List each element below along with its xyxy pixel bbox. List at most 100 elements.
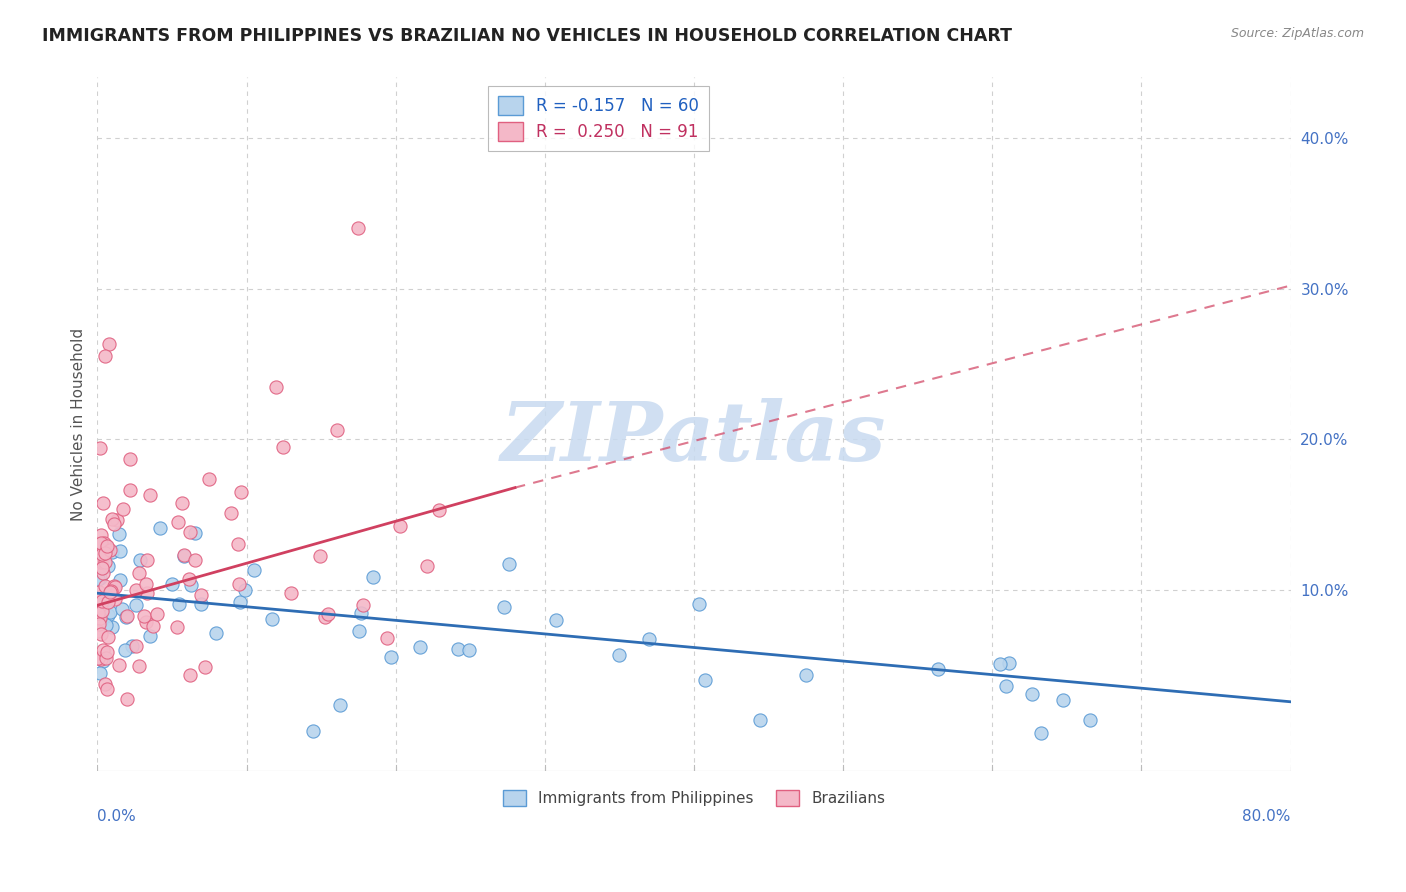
Point <box>243 563 266 577</box>
Point <box>149 521 172 535</box>
Point <box>118 452 141 467</box>
Point <box>170 496 193 510</box>
Point <box>89 592 111 607</box>
Point <box>117 692 139 706</box>
Point <box>104 580 127 594</box>
Point <box>1052 693 1074 707</box>
Point <box>409 640 432 654</box>
Point <box>128 566 150 580</box>
Point <box>167 597 190 611</box>
Point <box>794 668 817 682</box>
Point <box>98 605 121 619</box>
Point <box>93 536 115 550</box>
Point <box>132 608 155 623</box>
Point <box>1021 687 1043 701</box>
Point <box>91 654 114 668</box>
Point <box>280 585 302 599</box>
Point <box>96 539 118 553</box>
Point <box>98 543 121 558</box>
Point <box>91 566 114 580</box>
Point <box>87 651 110 665</box>
Point <box>988 657 1011 671</box>
Point <box>219 507 242 521</box>
Point <box>427 503 450 517</box>
Point <box>389 519 412 533</box>
Point <box>115 609 138 624</box>
Point <box>110 574 132 588</box>
Point <box>361 570 384 584</box>
Point <box>204 626 226 640</box>
Point <box>91 560 114 574</box>
Point <box>97 630 120 644</box>
Point <box>105 513 128 527</box>
Point <box>190 588 212 602</box>
Point <box>100 584 122 599</box>
Point <box>302 724 325 739</box>
Point <box>103 517 125 532</box>
Point <box>316 607 339 621</box>
Point <box>329 698 352 713</box>
Point <box>87 572 110 586</box>
Point <box>100 620 122 634</box>
Point <box>87 624 110 638</box>
Point <box>111 501 134 516</box>
Point <box>91 594 114 608</box>
Point <box>91 643 114 657</box>
Point <box>173 549 195 563</box>
Point <box>90 536 112 550</box>
Point <box>89 553 111 567</box>
Point <box>607 648 630 663</box>
Point <box>94 546 117 560</box>
Legend: Immigrants from Philippines, Brazilians: Immigrants from Philippines, Brazilians <box>496 784 891 812</box>
Point <box>998 656 1021 670</box>
Point <box>97 607 120 622</box>
Point <box>114 643 136 657</box>
Point <box>139 488 162 502</box>
Point <box>124 639 146 653</box>
Point <box>89 584 111 599</box>
Point <box>89 595 111 609</box>
Point <box>184 525 207 540</box>
Point <box>94 350 117 364</box>
Point <box>104 591 127 606</box>
Point <box>135 577 157 591</box>
Point <box>89 541 111 556</box>
Point <box>748 713 770 727</box>
Point <box>90 626 112 640</box>
Point <box>271 441 294 455</box>
Point <box>350 606 373 620</box>
Point <box>107 526 129 541</box>
Point <box>1029 726 1052 740</box>
Point <box>179 668 201 682</box>
Point <box>233 583 256 598</box>
Point <box>927 663 949 677</box>
Point <box>262 612 284 626</box>
Text: Source: ZipAtlas.com: Source: ZipAtlas.com <box>1230 27 1364 40</box>
Point <box>173 549 195 563</box>
Point <box>125 582 148 597</box>
Point <box>96 650 118 665</box>
Point <box>90 652 112 666</box>
Point <box>226 537 249 551</box>
Point <box>138 629 160 643</box>
Point <box>135 615 157 630</box>
Point <box>544 613 567 627</box>
Point <box>90 528 112 542</box>
Point <box>96 617 118 632</box>
Point <box>89 571 111 585</box>
Point <box>91 495 114 509</box>
Point <box>89 537 111 551</box>
Point <box>120 483 142 498</box>
Point <box>179 572 201 586</box>
Point <box>994 680 1017 694</box>
Point <box>380 649 402 664</box>
Point <box>121 640 143 654</box>
Point <box>142 618 165 632</box>
Point <box>86 540 108 554</box>
Point <box>458 642 481 657</box>
Point <box>125 598 148 612</box>
Point <box>308 549 330 564</box>
Point <box>98 337 121 351</box>
Point <box>135 553 157 567</box>
Point <box>167 516 190 530</box>
